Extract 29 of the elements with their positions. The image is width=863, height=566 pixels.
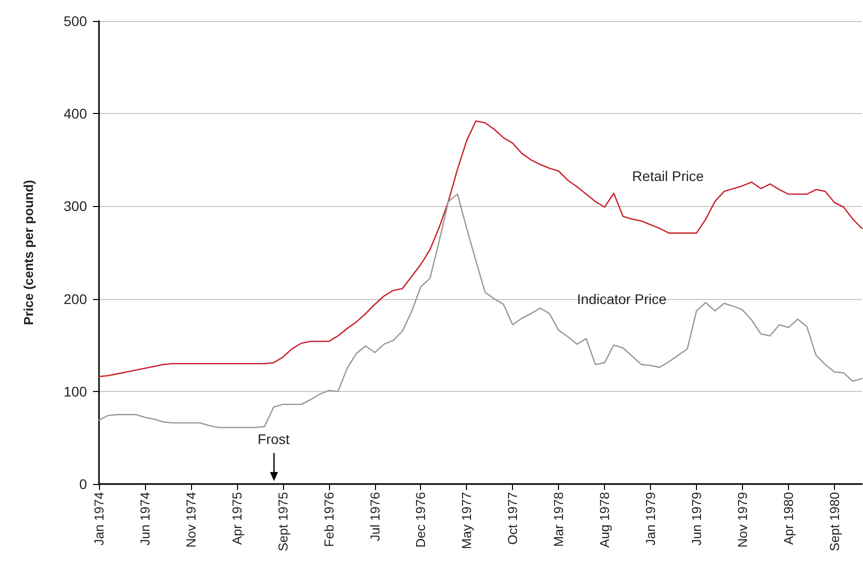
x-tick-label: Feb 1976 (321, 492, 336, 547)
x-tick-label: Sept 1980 (826, 492, 842, 552)
x-tick-label: Nov 1979 (734, 492, 750, 548)
x-tick-label: Jul 1976 (367, 492, 382, 542)
y-tick-label: 300 (64, 198, 88, 214)
x-tick-label: Apr 1980 (780, 492, 796, 545)
x-tick-label: Dec 1976 (413, 492, 428, 548)
x-tick-label: Jun 1974 (137, 492, 152, 546)
annotation: Frost (258, 431, 290, 447)
y-tick-label: 200 (64, 290, 88, 307)
x-tick-label: Nov 1974 (183, 492, 198, 548)
series-label: Indicator Price (577, 291, 667, 308)
x-tick-label: Jun 1979 (689, 492, 704, 546)
y-tick-label: 0 (79, 476, 88, 492)
x-tick-label: Aug 1978 (597, 492, 612, 548)
line-series (98, 194, 863, 428)
x-tick-label: Sept 1975 (275, 492, 290, 552)
y-axis-title: Price (cents per pound) (21, 180, 36, 326)
x-tick-label: Oct 1977 (505, 492, 520, 545)
x-tick-label: May 1977 (459, 492, 474, 550)
x-tick-label: Jan 1974 (92, 492, 106, 546)
series-label: Retail Price (632, 168, 704, 184)
x-tick-label: Jan 1979 (643, 492, 658, 546)
x-tick-label: Mar 1978 (551, 492, 566, 547)
y-tick-label: 500 (64, 13, 88, 29)
y-tick-label: 400 (64, 106, 88, 122)
line-series (98, 120, 863, 378)
x-tick-label: Apr 1975 (229, 492, 244, 545)
y-tick-label: 100 (64, 383, 88, 400)
